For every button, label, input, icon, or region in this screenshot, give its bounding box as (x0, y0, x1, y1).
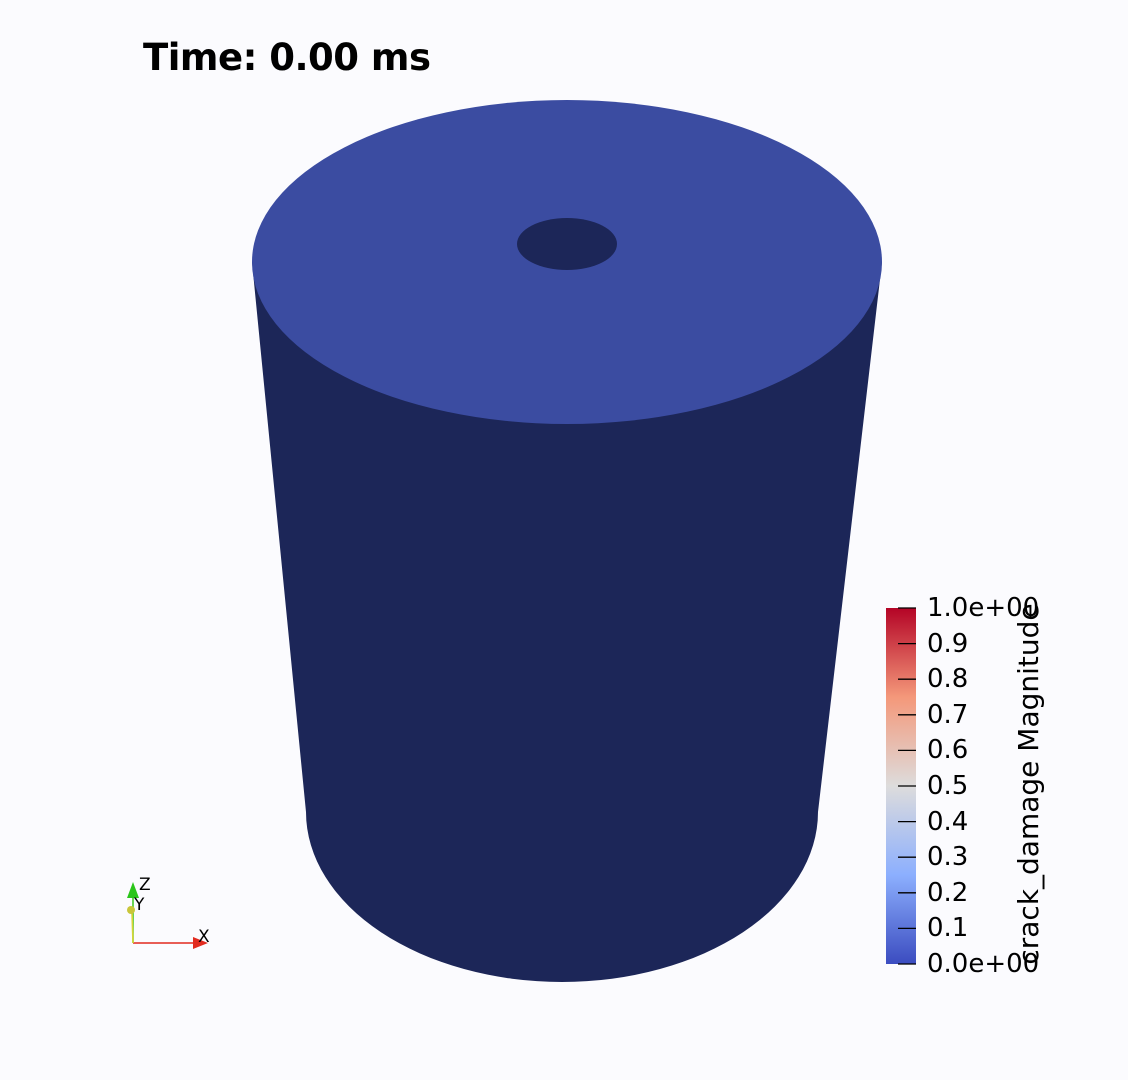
x-axis-arrow (193, 937, 208, 949)
colorbar-tick-label: 0.8 (927, 664, 969, 695)
center-hole (517, 218, 617, 270)
colorbar-ticks (898, 607, 916, 965)
colorbar-tick-label: 0.9 (927, 628, 969, 659)
colorbar-tick-label: 0.7 (927, 699, 969, 730)
x-axis-label: X (198, 927, 210, 947)
y-axis-label: Y (134, 895, 145, 915)
colorbar-tick-label: 0.0e+00 (927, 949, 1040, 979)
colorbar-tick-label: 0.1 (927, 913, 969, 944)
colorbar-tick-label: 0.2 (927, 877, 969, 908)
z-axis-label: Z (139, 875, 151, 895)
colorbar-tick-label: 0.4 (927, 806, 969, 837)
y-axis-dot (127, 906, 135, 914)
colorbar-tick-label: 0.5 (927, 771, 969, 801)
colorbar-tick-label: 1.0e+00 (927, 593, 1040, 623)
colorbar-tick-label: 0.6 (927, 735, 969, 766)
orientation-axes (127, 882, 208, 949)
z-axis-arrow (127, 882, 139, 898)
colorbar-title: crack_damage Magnitude (1012, 603, 1045, 965)
cylinder-side (252, 262, 882, 982)
time-annotation: Time: 0.00 ms (143, 36, 431, 79)
colorbar-tick-label: 0.3 (927, 842, 969, 873)
